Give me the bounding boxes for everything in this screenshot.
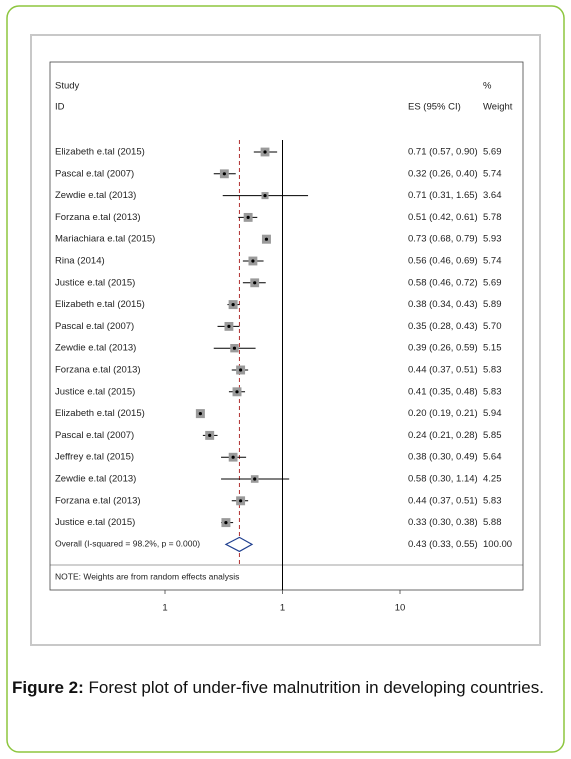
study-label: Forzana e.tal (2013) bbox=[55, 495, 141, 506]
overall-diamond bbox=[224, 536, 254, 553]
weight-label: 5.85 bbox=[483, 430, 502, 441]
es-label: 0.44 (0.37, 0.51) bbox=[408, 495, 478, 506]
weight-label: 5.69 bbox=[483, 147, 502, 158]
es-label: 0.41 (0.35, 0.48) bbox=[408, 386, 478, 397]
overall-weight: 100.00 bbox=[483, 539, 512, 550]
weight-label: 5.89 bbox=[483, 299, 502, 310]
weight-label: 5.69 bbox=[483, 277, 502, 288]
point bbox=[224, 521, 228, 525]
caption-text: Forest plot of under-five malnutrition i… bbox=[83, 678, 544, 697]
weight-label: 5.88 bbox=[483, 517, 502, 528]
study-label: Elizabeth e.tal (2015) bbox=[55, 299, 145, 310]
study-label: Justice e.tal (2015) bbox=[55, 517, 135, 528]
es-label: 0.24 (0.21, 0.28) bbox=[408, 430, 478, 441]
header-es: ES (95% CI) bbox=[408, 102, 461, 113]
overall-es: 0.43 (0.33, 0.55) bbox=[408, 539, 478, 550]
es-label: 0.51 (0.42, 0.61) bbox=[408, 212, 478, 223]
point bbox=[253, 281, 257, 285]
header-id: ID bbox=[55, 102, 65, 113]
point bbox=[239, 368, 243, 372]
header-pct: % bbox=[483, 81, 492, 92]
point bbox=[198, 412, 202, 416]
point bbox=[253, 477, 257, 481]
weight-label: 5.74 bbox=[483, 168, 502, 179]
study-label: Mariachiara e.tal (2015) bbox=[55, 234, 155, 245]
weight-label: 5.74 bbox=[483, 256, 502, 267]
es-label: 0.32 (0.26, 0.40) bbox=[408, 168, 478, 179]
point bbox=[227, 324, 231, 328]
point bbox=[246, 215, 250, 219]
study-label: Justice e.tal (2015) bbox=[55, 386, 135, 397]
study-label: Pascal e.tal (2007) bbox=[55, 321, 134, 332]
study-label: Zewdie e.tal (2013) bbox=[55, 190, 136, 201]
es-label: 0.56 (0.46, 0.69) bbox=[408, 256, 478, 267]
es-label: 0.73 (0.68, 0.79) bbox=[408, 234, 478, 245]
point bbox=[235, 390, 239, 394]
weight-label: 4.25 bbox=[483, 474, 502, 485]
weight-label: 5.83 bbox=[483, 386, 502, 397]
point bbox=[251, 259, 255, 263]
point bbox=[264, 237, 269, 241]
study-label: Zewdie e.tal (2013) bbox=[55, 474, 136, 485]
header-study: Study bbox=[55, 81, 80, 92]
weight-label: 5.70 bbox=[483, 321, 502, 332]
caption: Figure 2: Forest plot of under-five maln… bbox=[12, 676, 557, 699]
study-label: Zewdie e.tal (2013) bbox=[55, 343, 136, 354]
study-label: Justice e.tal (2015) bbox=[55, 277, 135, 288]
point bbox=[231, 303, 235, 307]
study-label: Rina (2014) bbox=[55, 256, 105, 267]
overall-label: Overall (I-squared = 98.2%, p = 0.000) bbox=[55, 539, 200, 549]
weight-label: 5.64 bbox=[483, 452, 502, 463]
point bbox=[222, 172, 226, 176]
point bbox=[232, 346, 237, 350]
es-label: 0.20 (0.19, 0.21) bbox=[408, 408, 478, 419]
es-label: 0.58 (0.30, 1.14) bbox=[408, 474, 478, 485]
plot-frame bbox=[30, 34, 541, 646]
point bbox=[208, 433, 212, 437]
note: NOTE: Weights are from random effects an… bbox=[55, 571, 239, 581]
weight-label: 5.93 bbox=[483, 234, 502, 245]
study-label: Forzana e.tal (2013) bbox=[55, 212, 141, 223]
es-label: 0.38 (0.34, 0.43) bbox=[408, 299, 478, 310]
study-label: Forzana e.tal (2013) bbox=[55, 365, 141, 376]
x-tick-label: 1 bbox=[162, 603, 167, 614]
point bbox=[239, 499, 243, 503]
x-tick-label: 1 bbox=[280, 603, 285, 614]
es-label: 0.33 (0.30, 0.38) bbox=[408, 517, 478, 528]
point bbox=[263, 194, 267, 198]
study-label: Elizabeth e.tal (2015) bbox=[55, 408, 145, 419]
weight-label: 5.78 bbox=[483, 212, 502, 223]
study-label: Elizabeth e.tal (2015) bbox=[55, 147, 145, 158]
weight-label: 5.83 bbox=[483, 495, 502, 506]
plot-box bbox=[49, 61, 524, 591]
es-label: 0.71 (0.31, 1.65) bbox=[408, 190, 478, 201]
point bbox=[231, 455, 235, 459]
weight-label: 5.83 bbox=[483, 365, 502, 376]
es-label: 0.35 (0.28, 0.43) bbox=[408, 321, 478, 332]
weight-label: 3.64 bbox=[483, 190, 502, 201]
es-label: 0.44 (0.37, 0.51) bbox=[408, 365, 478, 376]
weight-label: 5.94 bbox=[483, 408, 502, 419]
header-weight: Weight bbox=[483, 102, 513, 113]
caption-label: Figure 2: bbox=[12, 678, 84, 697]
study-label: Jeffrey e.tal (2015) bbox=[55, 452, 134, 463]
es-label: 0.38 (0.30, 0.49) bbox=[408, 452, 478, 463]
x-tick-label: 10 bbox=[395, 603, 406, 614]
weight-label: 5.15 bbox=[483, 343, 502, 354]
es-label: 0.39 (0.26, 0.59) bbox=[408, 343, 478, 354]
figure-border bbox=[6, 5, 565, 753]
point bbox=[263, 150, 267, 154]
es-label: 0.58 (0.46, 0.72) bbox=[408, 277, 478, 288]
study-label: Pascal e.tal (2007) bbox=[55, 168, 134, 179]
es-label: 0.71 (0.57, 0.90) bbox=[408, 147, 478, 158]
study-label: Pascal e.tal (2007) bbox=[55, 430, 134, 441]
